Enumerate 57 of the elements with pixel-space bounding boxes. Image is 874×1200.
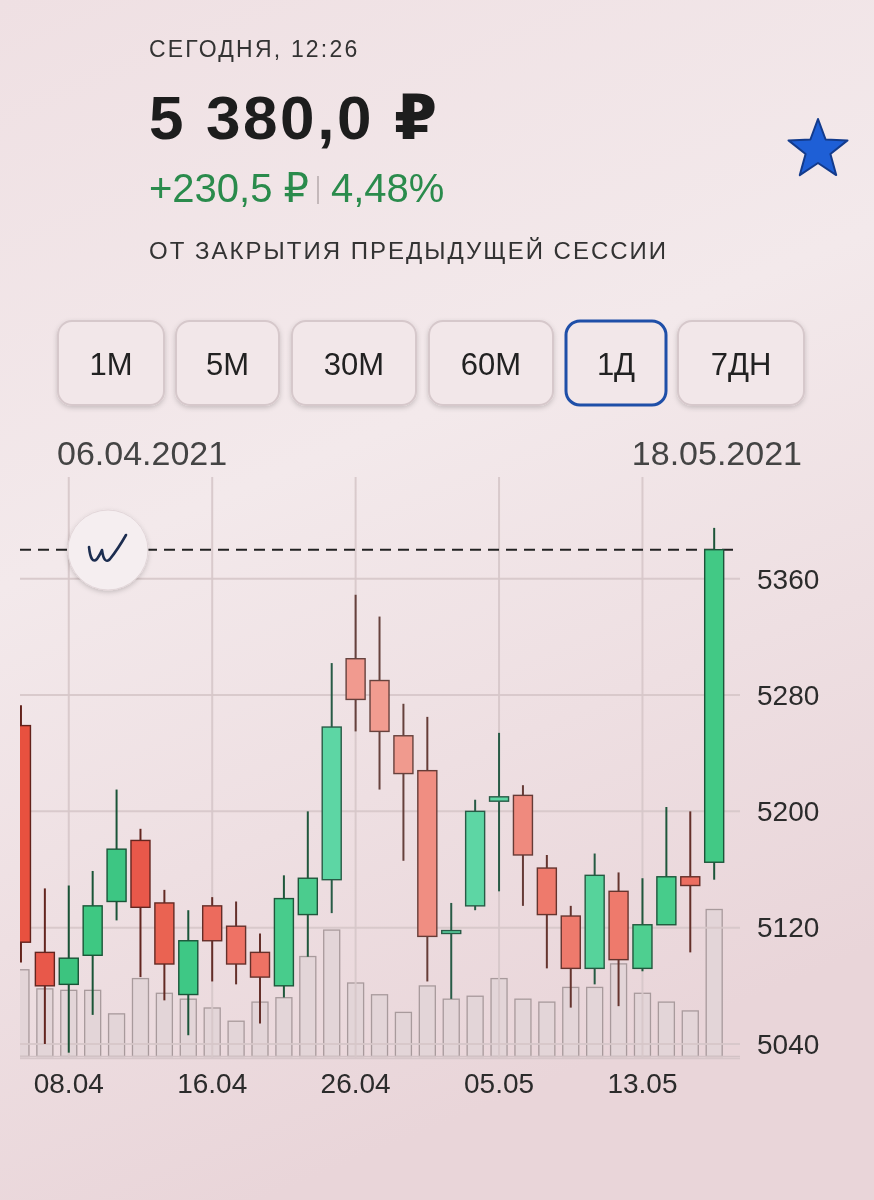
bar [299,955,317,1058]
bar [681,1010,699,1058]
x-tick-label: 13.05 [607,1068,678,1099]
bar [514,998,532,1058]
period-button: 1М [57,320,165,406]
bar [562,986,580,1058]
bar [323,929,341,1058]
candlestick [417,715,438,983]
bar [657,1001,676,1058]
bar [275,997,293,1058]
bar [442,998,460,1058]
bar [586,986,604,1058]
bar [418,985,436,1058]
period-button: 5М [175,320,280,406]
period-button: 1Д [564,319,668,407]
chart-subtitle: СЕГОДНЯ, 12:26 [149,36,360,62]
bar [251,1001,269,1058]
period-button: 60М [428,320,554,406]
candlestick [106,788,127,922]
candlestick [512,784,534,907]
text: ОТ ЗАКРЫТИЯ ПРЕДЫДУЩЕЙ СЕССИИ [149,237,669,264]
bar [394,1011,413,1058]
candlestick [680,810,701,954]
text: 4,48% [331,166,445,210]
y-tick-label: 5040 [757,1028,820,1060]
text: 18.05.2021 [631,434,802,472]
candlestick [536,853,558,970]
x-tick-label: 26.04 [320,1068,391,1099]
y-tick-label: 5280 [757,679,820,711]
chart-title: 5 380,0 ₽ [149,83,440,152]
period-button: 30М [291,320,417,406]
candlestick [345,593,366,733]
bar [107,1013,126,1058]
y-tick-label: 5200 [757,796,820,828]
text: 06.04.2021 [57,434,228,472]
candlestick [201,896,223,983]
bar [370,994,389,1058]
x-tick-label: 16.04 [177,1068,248,1099]
candlestick [488,731,510,893]
y-tick-label: 5360 [757,563,820,595]
candlestick [369,615,390,791]
bar [705,908,723,1058]
bar [538,1001,556,1058]
bar [466,995,484,1058]
candlestick [584,852,605,986]
bar [155,992,174,1058]
candlestick [703,526,725,881]
x-tick-label: 08.04 [33,1068,104,1099]
candlestick [321,662,342,915]
bar [131,977,150,1058]
candlestick [225,900,247,986]
x-tick-label: 05.05 [464,1068,535,1099]
text: +230,5 ₽ [149,166,310,210]
bar [227,1020,245,1058]
y-tick-label: 5120 [757,912,820,944]
candlestick [393,702,414,862]
period-button: 7ДН [677,320,805,406]
